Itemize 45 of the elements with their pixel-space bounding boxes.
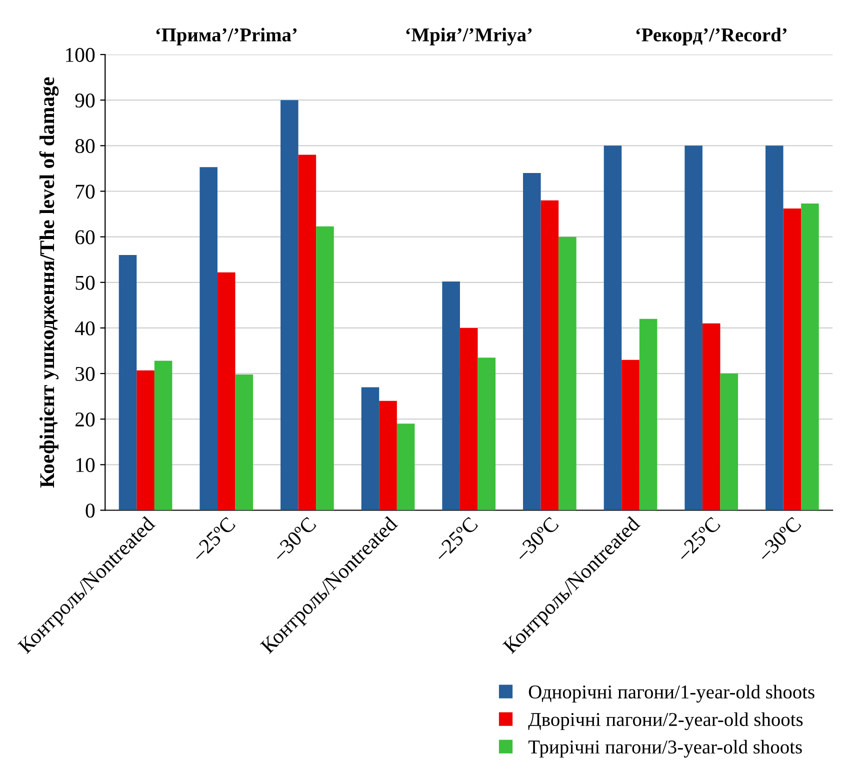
text: ‘Мрія’/’Mriya’ [406,28,532,46]
bar [622,360,640,510]
bar [136,370,154,510]
bar [154,360,172,510]
bar [801,204,819,510]
bar [558,236,576,510]
bar [523,173,541,510]
y-tick-label: 20 [75,412,95,427]
bar [235,374,254,510]
text: ‘Рекорд’/’Record’ [636,28,786,46]
bar [783,208,802,510]
y-axis-title: Коефіцієнт ушкодження/The level of damage [39,77,59,488]
y-tick-label: 70 [76,184,95,199]
y-tick-label: 10 [76,458,95,472]
bar [684,146,702,510]
bar [460,328,478,510]
legend-label: Однорічні пагони/1-year-old shoots [528,684,814,703]
y-tick-label: 50 [76,276,95,290]
bar [639,318,658,510]
legend-label: Дворічні пагони/2-year-old shoots [528,712,803,730]
bar [766,146,784,510]
y-tick-label: 80 [75,139,95,154]
bar [200,167,218,510]
bar [540,200,559,510]
y-tick-label: 40 [74,321,95,336]
y-tick-label: 0 [86,504,95,518]
y-tick-label: 30 [76,366,95,381]
bar [361,387,380,510]
y-tick-label: 100 [66,48,95,62]
bar [442,281,460,510]
bar [720,374,738,510]
bar [604,146,622,510]
bar [396,424,415,510]
y-tick-label: 90 [75,93,95,108]
text: ‘Прима’/’Prima’ [156,28,297,46]
bar [702,323,720,510]
bar [217,272,236,510]
bar [379,400,397,510]
bar [478,358,496,510]
bar [118,255,137,510]
bar [280,100,298,510]
y-tick-label: 60 [75,230,95,244]
bar [298,154,316,510]
bar [316,226,334,510]
legend-label: Трирічні пагони/3-year-old shoots [528,740,802,758]
